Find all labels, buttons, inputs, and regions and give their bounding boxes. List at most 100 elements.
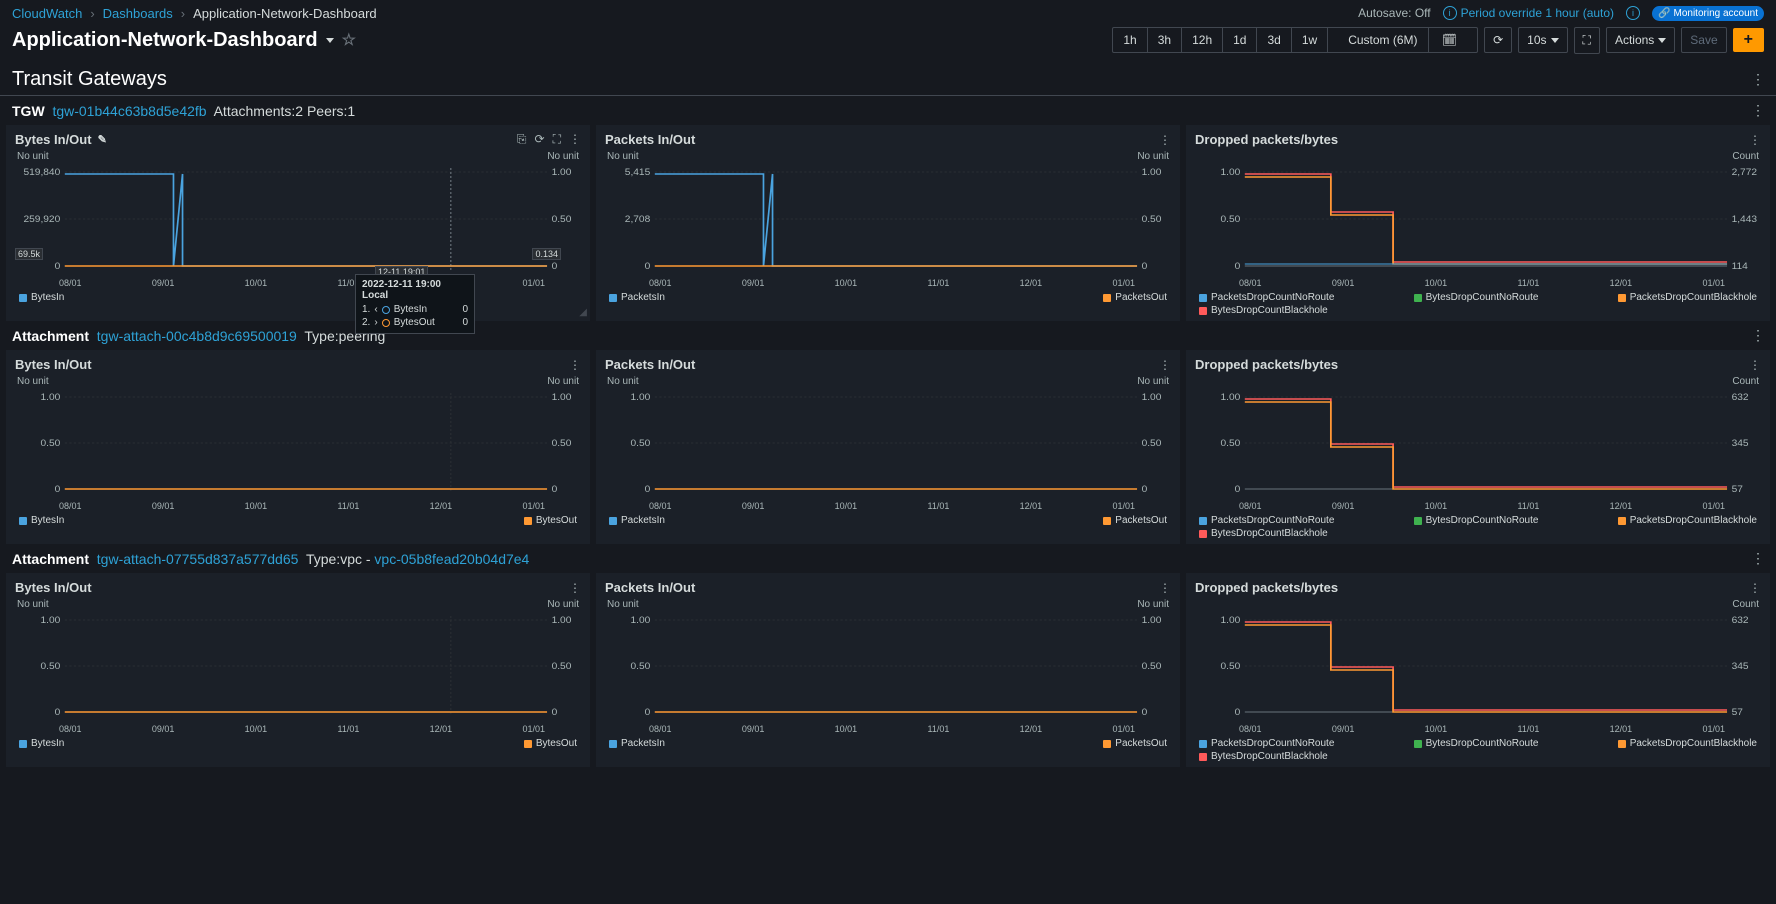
tgw-id-link[interactable]: tgw-01b44c63b8d5e42fb [52, 103, 206, 119]
chart-bytes-attach1[interactable]: 1.000.500 1.000.500 [15, 389, 581, 499]
dashboard-title: Application-Network-Dashboard ☆ [12, 29, 356, 52]
widget-menu-icon[interactable]: ⋮ [1159, 133, 1171, 147]
chart-dropped-attach1[interactable]: 1.000.500 63234557 [1195, 389, 1761, 499]
row-menu-icon[interactable]: ⋮ [1751, 550, 1764, 567]
svg-text:1.00: 1.00 [1220, 168, 1240, 178]
resize-handle-icon[interactable]: ◢ [579, 307, 587, 318]
time-tab-12h[interactable]: 12h [1182, 28, 1223, 52]
svg-text:0.50: 0.50 [1220, 439, 1240, 449]
row-menu-icon[interactable]: ⋮ [1751, 102, 1764, 119]
period-override[interactable]: i Period override 1 hour (auto) [1443, 6, 1614, 20]
dashboard-header: Application-Network-Dashboard ☆ 1h 3h 12… [0, 24, 1776, 60]
attachment1-id-link[interactable]: tgw-attach-00c4b8d9c69500019 [97, 328, 297, 344]
time-tab-custom[interactable]: Custom (6M) 🗓 [1328, 28, 1477, 52]
monitoring-account-badge[interactable]: 🔗 Monitoring account [1652, 6, 1764, 21]
svg-text:1.00: 1.00 [1220, 616, 1240, 626]
refresh-button[interactable] [1484, 27, 1512, 53]
svg-text:1.00: 1.00 [1220, 393, 1240, 403]
breadcrumb-root[interactable]: CloudWatch [12, 6, 82, 21]
legend: BytesIn [15, 288, 581, 303]
svg-text:0: 0 [55, 485, 61, 495]
caret-down-icon[interactable] [326, 38, 334, 43]
refresh-icon[interactable] [535, 132, 545, 147]
svg-text:1.00: 1.00 [552, 393, 572, 403]
svg-text:2,708: 2,708 [625, 215, 651, 225]
breadcrumb-dashboards[interactable]: Dashboards [103, 6, 173, 21]
svg-text:1.00: 1.00 [630, 393, 650, 403]
time-tab-1d[interactable]: 1d [1223, 28, 1257, 52]
svg-text:0: 0 [1142, 708, 1148, 718]
time-tab-1h[interactable]: 1h [1113, 28, 1147, 52]
breadcrumb: CloudWatch › Dashboards › Application-Ne… [12, 6, 377, 21]
svg-text:1.00: 1.00 [1142, 616, 1162, 626]
svg-text:57: 57 [1732, 485, 1743, 495]
chart-dropped-attach2[interactable]: 1.000.500 63234557 [1195, 612, 1761, 722]
refresh-interval-select[interactable]: 10s [1518, 27, 1567, 53]
time-tab-3d[interactable]: 3d [1257, 28, 1291, 52]
widget-menu-icon[interactable]: ⋮ [1159, 358, 1171, 372]
tgw-header: TGW tgw-01b44c63b8d5e42fb Attachments:2 … [0, 96, 1776, 125]
svg-text:0: 0 [1142, 485, 1148, 495]
hover-y-left: 69.5k [15, 248, 43, 260]
widget-bytes-attach1: Bytes In/Out⋮ No unitNo unit 1.000.500 1… [6, 350, 590, 544]
widget-dropped-attach1: Dropped packets/bytes⋮ Count 1.000.500 6… [1186, 350, 1770, 544]
expand-icon[interactable] [553, 132, 561, 147]
top-right-controls: Autosave: Off i Period override 1 hour (… [1358, 6, 1764, 21]
chart-bytes-tgw[interactable]: 519,840 259,920 0 1.00 0.50 0 69.5k 0.13… [15, 164, 581, 276]
widget-bytes-attach2: Bytes In/Out⋮ No unitNo unit 1.000.500 1… [6, 573, 590, 767]
edit-icon[interactable]: ✎ [98, 133, 107, 146]
chart-bytes-attach2[interactable]: 1.000.500 1.000.500 [15, 612, 581, 722]
refresh-icon [1493, 33, 1503, 47]
autosave-status: Autosave: Off [1358, 6, 1431, 20]
tgw-widget-row: Bytes In/Out ✎ ⋮ No unitNo unit 519,840 … [0, 125, 1776, 321]
svg-text:1.00: 1.00 [1142, 393, 1162, 403]
add-widget-button[interactable]: + [1733, 28, 1764, 52]
svg-text:0: 0 [1235, 262, 1241, 272]
chart-packets-tgw[interactable]: 5,415 2,708 0 1.00 0.50 0 [605, 164, 1171, 276]
svg-text:345: 345 [1732, 662, 1749, 672]
vpc-id-link[interactable]: vpc-05b8fead20b04d7e4 [374, 551, 529, 567]
info-icon[interactable]: i [1626, 6, 1640, 20]
svg-text:0.50: 0.50 [1142, 662, 1162, 672]
section-title: Transit Gateways [12, 68, 167, 91]
widget-menu-icon[interactable]: ⋮ [1749, 358, 1761, 372]
fullscreen-button[interactable] [1574, 27, 1600, 54]
chart-dropped-tgw[interactable]: 1.00 0.50 0 2,772 1,443 114 [1195, 164, 1761, 276]
info-icon: i [1443, 6, 1457, 20]
chart-packets-attach1[interactable]: 1.000.500 1.000.500 [605, 389, 1171, 499]
row-menu-icon[interactable]: ⋮ [1751, 327, 1764, 344]
time-tab-3h[interactable]: 3h [1148, 28, 1182, 52]
svg-text:2,772: 2,772 [1732, 168, 1758, 178]
widget-menu-icon[interactable]: ⋮ [1159, 581, 1171, 595]
attachment1-widget-row: Bytes In/Out⋮ No unitNo unit 1.000.500 1… [0, 350, 1776, 544]
svg-text:5,415: 5,415 [625, 168, 651, 178]
svg-text:114: 114 [1732, 262, 1749, 272]
caret-down-icon [1658, 38, 1666, 43]
time-tab-1w[interactable]: 1w [1292, 28, 1328, 52]
widget-menu-icon[interactable]: ⋮ [569, 581, 581, 595]
save-button[interactable]: Save [1681, 27, 1726, 53]
svg-text:519,840: 519,840 [23, 168, 60, 178]
widget-menu-icon[interactable]: ⋮ [569, 358, 581, 372]
star-icon[interactable]: ☆ [342, 30, 356, 50]
svg-text:0.50: 0.50 [552, 439, 572, 449]
section-menu-icon[interactable]: ⋮ [1751, 71, 1764, 88]
widget-packets-attach1: Packets In/Out⋮ No unitNo unit 1.000.500… [596, 350, 1180, 544]
copy-icon[interactable] [517, 132, 527, 147]
widget-menu-icon[interactable]: ⋮ [1749, 133, 1761, 147]
hover-y-right: 0.134 [532, 248, 561, 260]
svg-text:0.50: 0.50 [552, 215, 572, 225]
widget-menu-icon[interactable]: ⋮ [1749, 581, 1761, 595]
section-transit-gateways: Transit Gateways ⋮ [0, 60, 1776, 96]
svg-text:345: 345 [1732, 439, 1749, 449]
svg-text:0.50: 0.50 [40, 662, 60, 672]
breadcrumb-current: Application-Network-Dashboard [193, 6, 377, 21]
attachment2-id-link[interactable]: tgw-attach-07755d837a577dd65 [97, 551, 299, 567]
widget-dropped-tgw: Dropped packets/bytes⋮ Count 1.00 0.50 0… [1186, 125, 1770, 321]
svg-text:0: 0 [552, 262, 558, 272]
actions-button[interactable]: Actions [1606, 27, 1675, 53]
expand-icon [1583, 33, 1591, 48]
widget-menu-icon[interactable]: ⋮ [569, 132, 581, 147]
toolbar: 1h 3h 12h 1d 3d 1w Custom (6M) 🗓 10s Act… [1112, 27, 1764, 54]
chart-packets-attach2[interactable]: 1.000.500 1.000.500 [605, 612, 1171, 722]
